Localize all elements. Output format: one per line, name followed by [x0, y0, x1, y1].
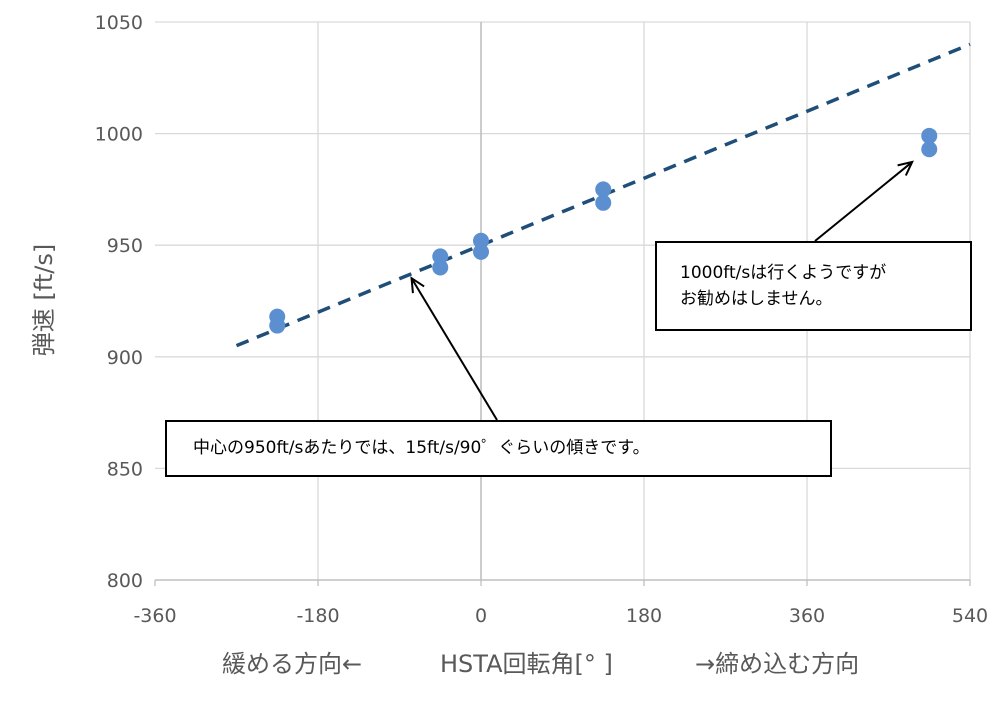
x-axis-label-center: HSTA回転角[° ] — [440, 650, 613, 678]
annotation-arrow-slope-head — [410, 276, 425, 294]
x-tick-label: -360 — [133, 605, 176, 627]
axes — [154, 22, 971, 586]
data-point — [473, 243, 489, 260]
x-tick-label: 540 — [952, 605, 988, 627]
x-tick-label: -180 — [296, 605, 339, 627]
y-tick-label: 850 — [107, 458, 143, 480]
data-point — [921, 127, 938, 144]
y-axis-label: 弾速 [ft/s] — [30, 244, 58, 356]
data-point — [269, 317, 286, 334]
annotation-arrows — [410, 160, 914, 421]
annotation-slope-text: 中心の950ft/sあたりでは、15ft/s/90゜ぐらいの傾きです。 — [193, 438, 650, 458]
x-tick-label: 180 — [626, 605, 662, 627]
data-point — [595, 181, 612, 198]
data-point — [921, 141, 938, 158]
y-tick-label: 900 — [107, 347, 143, 369]
data-point — [432, 248, 449, 265]
x-axis-label-left: 緩める方向← — [222, 650, 362, 678]
annotation-1000fps-line-2: お勧めはしません。 — [680, 289, 833, 309]
annotation-arrow-1000fps — [814, 161, 913, 242]
data-point — [595, 194, 612, 211]
data-points — [269, 127, 938, 334]
data-point — [432, 259, 449, 276]
annotation-arrow-slope — [410, 277, 498, 421]
annotation-slope: 中心の950ft/sあたりでは、15ft/s/90゜ぐらいの傾きです。 — [165, 420, 832, 477]
x-tick-label: 360 — [789, 605, 825, 627]
annotation-1000fps: 1000ft/sは行くようですが お勧めはしません。 — [655, 241, 972, 331]
y-tick-label: 1000 — [95, 124, 143, 146]
x-tick-label: 0 — [475, 605, 487, 627]
annotation-arrow-1000fps-head — [897, 160, 914, 176]
annotation-1000fps-line-1: 1000ft/sは行くようですが — [680, 263, 887, 283]
y-tick-label: 1050 — [95, 12, 143, 34]
x-axis-label-right: →締め込む方向 — [695, 650, 859, 678]
y-tick-label: 950 — [107, 235, 143, 257]
data-point — [473, 232, 489, 249]
y-tick-label: 800 — [107, 570, 143, 592]
tick-labels: 800 850 900 950 1000 1050 -360 -180 0 180 360 540 — [95, 12, 988, 627]
